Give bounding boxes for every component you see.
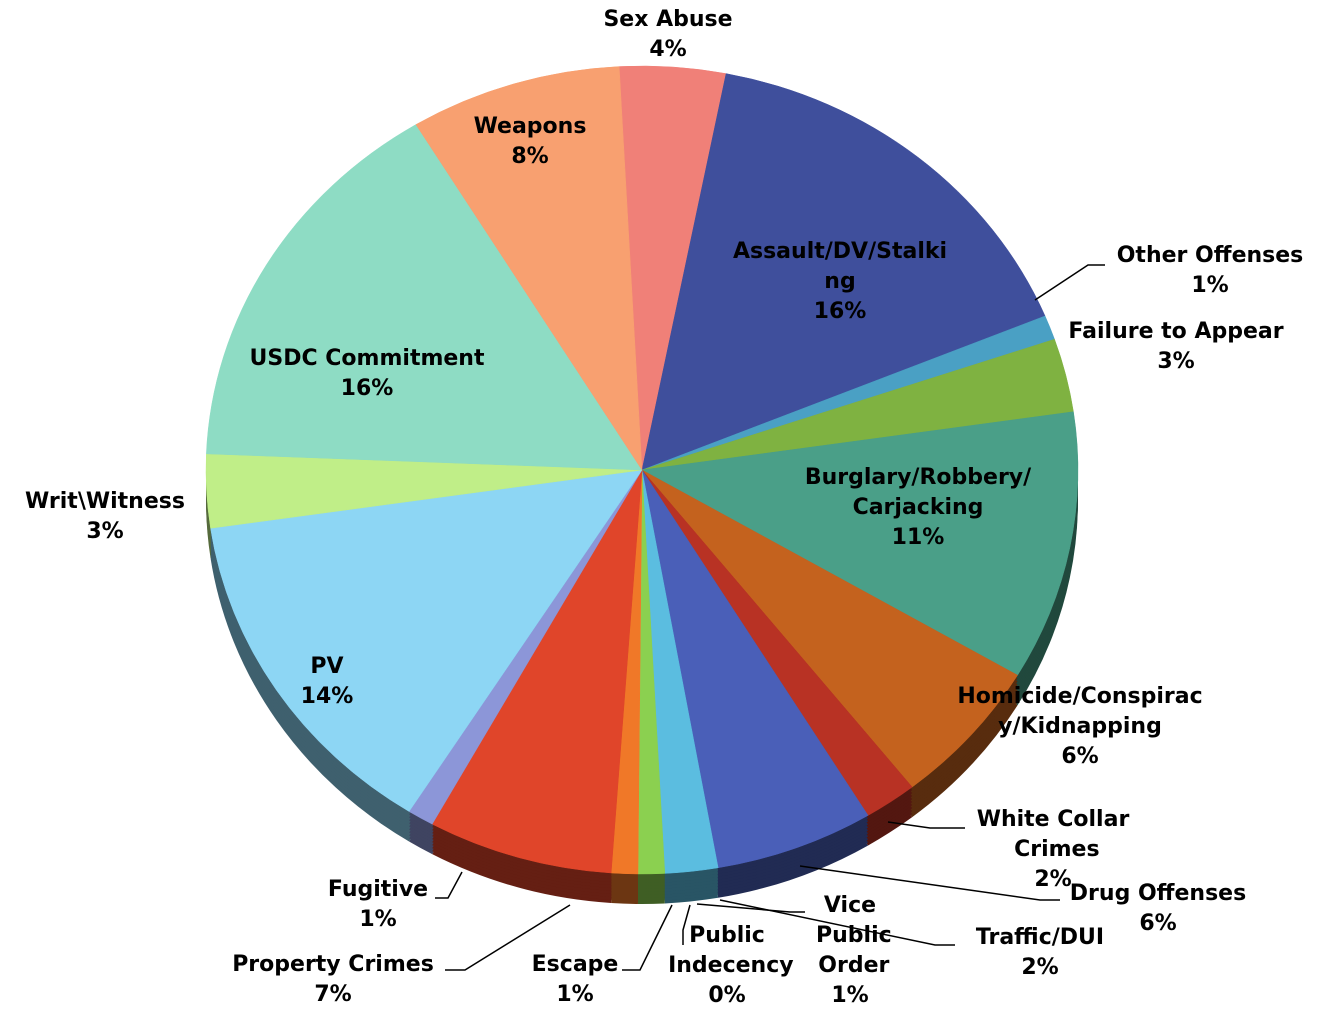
label-line: PV — [310, 654, 343, 679]
slice — [641, 73, 1046, 471]
label-line: Vice — [824, 893, 876, 918]
label-line: ng — [824, 269, 855, 294]
slice-value-label: 2% — [1021, 955, 1058, 980]
label-line: White Collar — [977, 807, 1130, 832]
slice-value-label: 6% — [1139, 911, 1176, 936]
label-line: Public — [689, 923, 765, 948]
slice-value-label: 8% — [511, 144, 548, 169]
slice-label: Drug Offenses — [1070, 881, 1246, 906]
slice-label: Other Offenses — [1117, 243, 1304, 268]
slice-label: Burglary/Robbery/Carjacking — [805, 465, 1032, 520]
leader-line — [682, 904, 691, 945]
slice-value-label: 1% — [1191, 273, 1228, 298]
leader-line — [696, 903, 805, 913]
leader-line — [622, 904, 673, 971]
slice-label: Escape — [532, 952, 619, 977]
label-line: Weapons — [474, 114, 587, 139]
slice-label: Writ\Witness — [25, 489, 185, 514]
slice — [210, 469, 643, 812]
label-line: y/Kidnapping — [998, 714, 1162, 739]
label-line: Sex Abuse — [603, 7, 732, 32]
slice — [431, 469, 643, 874]
leader-line — [1034, 264, 1105, 301]
leader-line — [445, 904, 571, 971]
label-line: Traffic/DUI — [976, 925, 1104, 950]
label-line: Failure to Appear — [1068, 319, 1283, 344]
leader-line — [719, 899, 955, 946]
label-line: USDC Commitment — [250, 346, 485, 371]
slice-value-label: 1% — [556, 982, 593, 1005]
label-line: Indecency — [660, 953, 793, 978]
label-line: Property Crimes — [232, 952, 434, 977]
slice-value-label: 2% — [1034, 867, 1071, 892]
slice-value-label: 16% — [814, 299, 867, 324]
leader-line — [799, 865, 1060, 901]
slice-value-label: 14% — [301, 684, 354, 709]
slice — [415, 66, 643, 471]
slice-label: USDC Commitment — [250, 346, 485, 371]
slice-label: Public Indecency — [660, 923, 793, 978]
slice — [641, 411, 1079, 676]
label-line: Crimes — [1006, 837, 1099, 862]
slice-label: Fugitive — [328, 877, 428, 902]
label-line: Carjacking — [853, 495, 984, 520]
label-line: Other Offenses — [1117, 243, 1304, 268]
label-line: Assault/DV/Stalki — [733, 239, 947, 264]
slice-label: White Collar Crimes — [977, 807, 1130, 862]
label-line: Fugitive — [328, 877, 428, 902]
label-line: Escape — [532, 952, 619, 977]
slice — [641, 469, 869, 869]
slice-label: Assault/DV/Stalki ng — [733, 239, 947, 294]
slice-value-label: 3% — [1157, 349, 1194, 374]
label-line: Public — [808, 923, 891, 948]
label-line: Homicide/Conspirac — [957, 684, 1202, 709]
label-line: Drug Offenses — [1070, 881, 1246, 906]
slice-value-label: 6% — [1061, 744, 1098, 769]
slice-value-label: 16% — [341, 376, 394, 401]
slice-value-label: 4% — [649, 37, 686, 62]
slice-value-label: 11% — [892, 525, 945, 550]
slice-value-label: 3% — [86, 519, 123, 544]
slice-label: Weapons — [474, 114, 587, 139]
slice-value-label: 0% — [708, 983, 745, 1005]
slice-value-label: 1% — [831, 983, 868, 1005]
slice-label: Traffic/DUI — [976, 925, 1104, 950]
slice-label: PV — [310, 654, 343, 679]
label-line: Burglary/Robbery/ — [805, 465, 1032, 490]
slice — [206, 124, 643, 471]
label-line: Writ\Witness — [25, 489, 185, 514]
slice-label: Homicide/Conspirac y/Kidnapping — [957, 684, 1202, 739]
slice — [641, 469, 1018, 788]
slice-value-label: 1% — [359, 907, 396, 932]
slice-label: Sex Abuse — [603, 7, 732, 32]
slice-label: Failure to Appear — [1068, 319, 1283, 344]
leader-line — [435, 871, 463, 899]
leader-line — [887, 821, 965, 829]
label-line: Order — [811, 953, 890, 978]
slice-label: Property Crimes — [232, 952, 434, 977]
slice-value-label: 7% — [314, 982, 351, 1005]
slice-label: Vice Public Order — [808, 893, 891, 978]
